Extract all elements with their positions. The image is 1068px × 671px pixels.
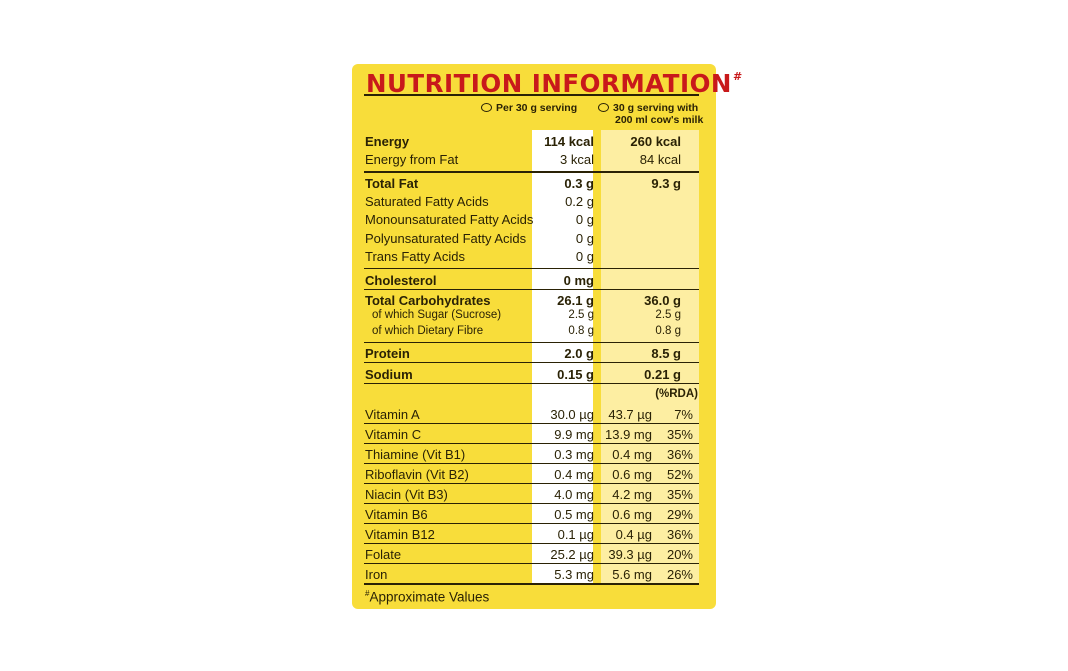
- with-milk-value: 9.3 g: [651, 176, 681, 191]
- vitamin-rule: [364, 523, 699, 524]
- nutrient-label: Protein: [365, 346, 410, 361]
- per-serving-header: Per 30 g serving: [481, 102, 577, 114]
- rda-value: 52%: [666, 467, 693, 482]
- vitamin-rule: [364, 503, 699, 504]
- nutrient-label: Trans Fatty Acids: [365, 249, 465, 264]
- with-milk-value: 39.3 µg: [608, 547, 652, 562]
- with-milk-value: 0.6 mg: [612, 467, 652, 482]
- title-rule: [364, 94, 699, 96]
- per-serving-value: 2.5 g: [568, 309, 594, 321]
- with-milk-value: 13.9 mg: [605, 427, 652, 442]
- per-serving-value: 0 mg: [563, 273, 594, 288]
- rda-value: 7%: [674, 407, 693, 422]
- nutrient-label: Total Carbohydrates: [365, 293, 491, 308]
- per-serving-value: 0 g: [575, 212, 594, 227]
- per-serving-value: 114 kcal: [544, 134, 594, 149]
- with-milk-value: 260 kcal: [630, 134, 681, 149]
- circle-icon: [481, 102, 492, 112]
- vitamin-rule: [364, 443, 699, 444]
- per-serving-value: 0.1 µg: [557, 527, 594, 542]
- per-serving-value: 0.2 g: [565, 194, 594, 209]
- nutrient-label: Total Fat: [365, 176, 419, 191]
- with-milk-value: 0.21 g: [644, 367, 681, 382]
- per-serving-value: 0.4 mg: [554, 467, 594, 482]
- footnote: #Approximate Values: [365, 589, 490, 605]
- footnote-mark: #: [365, 589, 370, 598]
- per-serving-value: 30.0 µg: [550, 407, 594, 422]
- vitamin-rule: [364, 543, 699, 544]
- rda-header: (%RDA): [655, 388, 698, 400]
- nutrient-label: Monounsaturated Fatty Acids: [365, 212, 534, 227]
- per-serving-value: 0.8 g: [568, 325, 594, 337]
- vitamin-rule: [364, 583, 699, 585]
- table-rule: [364, 362, 699, 363]
- with-milk-value: 5.6 mg: [612, 567, 652, 582]
- per-serving-column-bg: [532, 130, 593, 584]
- table-rule: [364, 268, 699, 269]
- per-serving-value: 0.3 g: [564, 176, 594, 191]
- with-milk-value: 0.8 g: [655, 325, 681, 337]
- table-rule: [364, 289, 699, 290]
- rda-value: 29%: [666, 507, 693, 522]
- vitamin-label: Vitamin B6: [365, 507, 428, 522]
- with-milk-value: 0.6 mg: [612, 507, 652, 522]
- with-milk-value: 84 kcal: [639, 152, 681, 167]
- per-serving-value: 9.9 mg: [554, 427, 594, 442]
- per-serving-value: 26.1 g: [557, 293, 594, 308]
- with-milk-value: 4.2 mg: [612, 487, 652, 502]
- per-serving-value: 2.0 g: [564, 346, 594, 361]
- table-rule: [364, 342, 699, 343]
- vitamin-rule: [364, 563, 699, 564]
- with-milk-value: 36.0 g: [644, 293, 681, 308]
- vitamin-label: Vitamin B12: [365, 527, 435, 542]
- with-milk-header: 30 g serving with 200 ml cow's milk: [598, 102, 703, 126]
- vitamin-rule: [364, 463, 699, 464]
- per-serving-value: 0.3 mg: [554, 447, 594, 462]
- nutrient-label: Polyunsaturated Fatty Acids: [365, 231, 527, 246]
- with-milk-value: 0.4 mg: [612, 447, 652, 462]
- nutrient-label: of which Sugar (Sucrose): [372, 309, 502, 321]
- vitamin-rule: [364, 483, 699, 484]
- per-serving-value: 3 kcal: [560, 152, 594, 167]
- rda-value: 36%: [666, 527, 693, 542]
- vitamin-label: Vitamin C: [365, 427, 422, 442]
- title-mark: #: [732, 69, 743, 83]
- per-serving-value: 0.5 mg: [554, 507, 594, 522]
- vitamin-label: Vitamin A: [365, 407, 420, 422]
- table-rule: [364, 171, 699, 173]
- rda-value: 35%: [666, 427, 693, 442]
- vitamin-label: Iron: [365, 567, 388, 582]
- nutrient-label: of which Dietary Fibre: [372, 325, 484, 337]
- rda-value: 36%: [666, 447, 693, 462]
- per-serving-value: 0 g: [575, 249, 594, 264]
- nutrient-label: Energy from Fat: [365, 152, 459, 167]
- with-milk-value: 8.5 g: [651, 346, 681, 361]
- vitamin-label: Riboflavin (Vit B2): [365, 467, 469, 482]
- per-serving-value: 25.2 µg: [550, 547, 594, 562]
- nutrient-label: Energy: [365, 134, 410, 149]
- nutrient-label: Sodium: [365, 367, 413, 382]
- per-serving-value: 4.0 mg: [554, 487, 594, 502]
- with-milk-column-bg: [601, 130, 699, 584]
- vitamin-label: Folate: [365, 547, 402, 562]
- nutrient-label: Cholesterol: [365, 273, 437, 288]
- table-rule: [364, 383, 699, 384]
- panel-title: NUTRITION INFORMATION#: [366, 69, 743, 98]
- with-milk-value: 2.5 g: [655, 309, 681, 321]
- vitamin-label: Thiamine (Vit B1): [365, 447, 466, 462]
- rda-value: 35%: [666, 487, 693, 502]
- rda-value: 20%: [666, 547, 693, 562]
- per-serving-value: 0 g: [575, 231, 594, 246]
- rda-value: 26%: [666, 567, 693, 582]
- per-serving-value: 5.3 mg: [554, 567, 594, 582]
- with-milk-value: 0.4 µg: [615, 527, 652, 542]
- per-serving-value: 0.15 g: [557, 367, 594, 382]
- vitamin-rule: [364, 423, 699, 424]
- circle-icon: [598, 102, 609, 112]
- with-milk-value: 43.7 µg: [608, 407, 652, 422]
- nutrition-panel: NUTRITION INFORMATION# Per 30 g serving …: [352, 64, 742, 609]
- vitamin-label: Niacin (Vit B3): [365, 487, 448, 502]
- nutrient-label: Saturated Fatty Acids: [365, 194, 489, 209]
